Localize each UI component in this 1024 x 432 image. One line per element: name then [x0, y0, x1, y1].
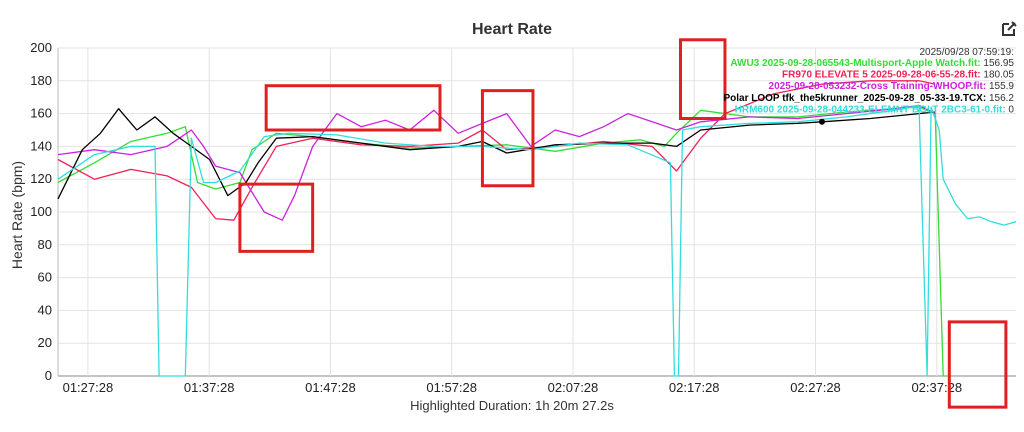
series-line-4 [57, 108, 936, 200]
markers [818, 118, 825, 125]
y-tick-label: 40 [38, 302, 52, 317]
highlight-boxes [238, 38, 1008, 409]
y-tick-label: 80 [38, 237, 52, 252]
x-tick-label: 02:07:28 [548, 380, 599, 395]
y-tick-label: 60 [38, 270, 52, 285]
legend-entry-5: HRM600 2025-09-28-044233-ELEMNT BOLT 2BC… [735, 104, 1015, 115]
x-tick-label: 01:37:28 [184, 380, 235, 395]
legend-header: 2025/09/28 07:59:19: [919, 47, 1014, 58]
highlight-box [480, 89, 535, 188]
highlight-box [947, 320, 1008, 409]
legend-entry-3: 2025-09-28-053232-Cross Training-WHOOP.f… [769, 81, 1015, 92]
y-tick-label: 140 [30, 138, 52, 153]
x-tick-label: 02:17:28 [669, 380, 720, 395]
highlight-box [264, 84, 442, 132]
highlight-box [678, 38, 727, 121]
legend-entry-4: Polar LOOP tfk_the5krunner_2025-09-28_05… [723, 93, 1014, 104]
data-point-marker [818, 118, 825, 125]
x-tick-label: 01:57:28 [426, 380, 477, 395]
series-line-2 [57, 80, 936, 221]
series-lines [57, 80, 1017, 377]
y-tick-label: 120 [30, 171, 52, 186]
y-tick-label: 0 [45, 368, 52, 383]
x-tick-label: 01:47:28 [305, 380, 356, 395]
x-tick-label: 02:27:28 [790, 380, 841, 395]
legend-entry-1: AWU3 2025-09-28-065543-Multisport-Apple … [730, 58, 1014, 69]
legend-entry-2: FR970 ELEVATE 5 2025-09-28-06-55-28.fit:… [782, 70, 1014, 81]
y-tick-label: 160 [30, 106, 52, 121]
y-tick-label: 180 [30, 73, 52, 88]
y-axis-label: Heart Rate (bpm) [9, 161, 25, 269]
x-tick-label: 01:27:28 [63, 380, 114, 395]
highlighted-duration: Highlighted Duration: 1h 20m 27.2s [410, 398, 614, 413]
x-tick-label: 02:37:28 [911, 380, 962, 395]
y-tick-label: 20 [38, 335, 52, 350]
y-tick-label: 100 [30, 204, 52, 219]
edit-icon[interactable] [1000, 20, 1020, 40]
chart-title: Heart Rate [472, 21, 552, 38]
y-tick-label: 200 [30, 40, 52, 55]
grid: 0 20 40 60 80 100 120 140 160 180 200 01:27:28 01:37… [30, 40, 1016, 395]
highlight-box [238, 182, 315, 253]
series-line-5 [57, 104, 1017, 377]
legend: 2025/09/28 07:59:19:AWU3 2025-09-28-0655… [723, 47, 1014, 115]
